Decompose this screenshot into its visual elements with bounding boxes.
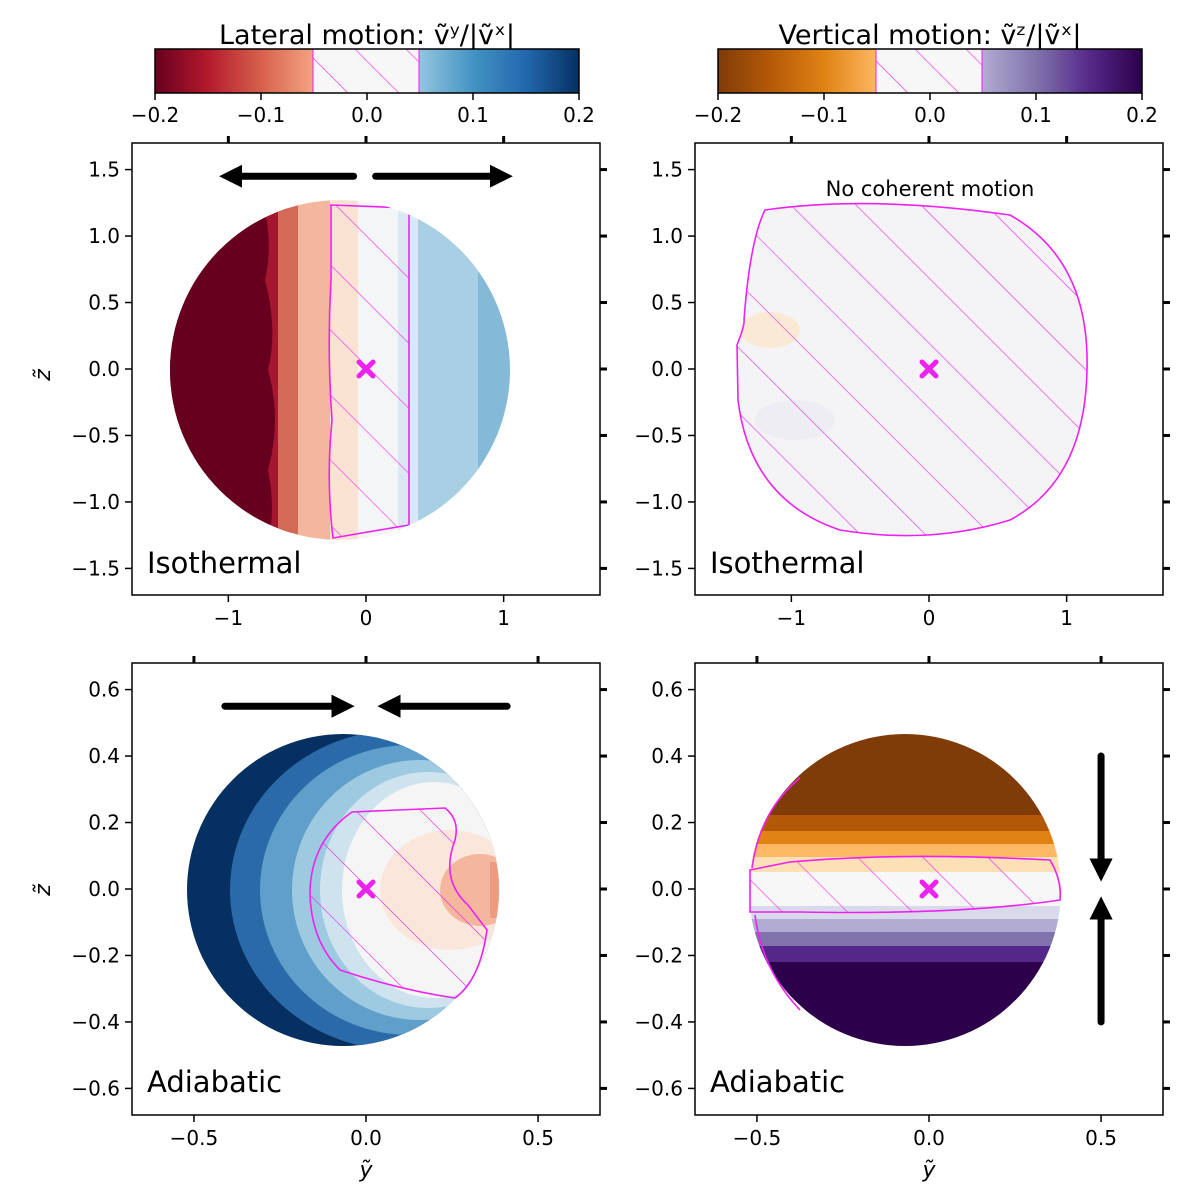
x-tick-label: 0.5 — [1085, 1126, 1117, 1150]
y-tick-label: −0.5 — [634, 423, 683, 447]
x-tick-label: 1 — [497, 606, 510, 630]
x-tick-label: 1 — [1060, 606, 1073, 630]
colorbar-vertical-tick-label: 0.2 — [1126, 103, 1158, 127]
y-axis-label: z̃ — [31, 884, 56, 897]
colorbar-vertical-tick-label: −0.2 — [694, 103, 743, 127]
colorbar-lateral-title: Lateral motion: ṽʸ/|ṽˣ| — [219, 20, 515, 51]
y-tick-label: −0.4 — [634, 1010, 683, 1034]
x-tick-label: −0.5 — [170, 1126, 219, 1150]
panel-label: Isothermal — [147, 546, 302, 580]
panel-label: Isothermal — [710, 546, 865, 580]
colorbar-vertical-title: Vertical motion: ṽᶻ/|ṽˣ| — [779, 20, 1082, 51]
y-tick-label: −0.2 — [71, 943, 120, 967]
origin-marker — [919, 879, 939, 899]
y-tick-label: 0.4 — [651, 744, 683, 768]
y-tick-label: 0.6 — [651, 678, 683, 702]
y-tick-label: −0.6 — [634, 1076, 683, 1100]
y-tick-label: 0.4 — [88, 744, 120, 768]
colorbar-lateral-tick-label: 0.0 — [351, 103, 383, 127]
x-tick-label: 0 — [923, 606, 936, 630]
panel-isothermal-lateral: −1 0 11.51.00.50.0−0.5−1.0−1.5 Isothermal … — [31, 136, 607, 630]
origin-marker — [356, 879, 376, 899]
y-tick-label: 0.0 — [651, 877, 683, 901]
hatched-edge — [754, 914, 801, 1011]
panel-note: No coherent motion — [826, 177, 1035, 201]
y-tick-label: 1.5 — [88, 158, 120, 182]
y-tick-label: −1.5 — [71, 556, 120, 580]
colorbar-lateral: Lateral motion: ṽʸ/|ṽˣ| −0.2 −0.1 0.0 0.… — [131, 20, 595, 127]
x-tick-label: 0 — [360, 606, 373, 630]
colorbar-vertical-tick-label: 0.1 — [1020, 103, 1052, 127]
y-tick-label: −0.5 — [71, 423, 120, 447]
colorbar-vertical: Vertical motion: ṽᶻ/|ṽˣ| −0.2 −0.1 0.0 0… — [694, 20, 1158, 127]
panel-label: Adiabatic — [147, 1065, 282, 1099]
x-tick-label: 0.0 — [913, 1126, 945, 1150]
y-tick-label: 0.5 — [651, 291, 683, 315]
y-tick-label: 0.0 — [88, 877, 120, 901]
y-tick-label: 0.6 — [88, 678, 120, 702]
y-tick-label: 1.0 — [651, 224, 683, 248]
y-tick-label: 0.2 — [88, 811, 120, 835]
hatched-region — [749, 855, 1062, 914]
x-tick-label: −0.5 — [733, 1126, 782, 1150]
y-tick-label: 1.5 — [651, 158, 683, 182]
colorbar-lateral-tick-label: 0.2 — [563, 103, 595, 127]
colorbar-lateral-tick-label: −0.1 — [237, 103, 286, 127]
y-tick-label: 0.2 — [651, 811, 683, 835]
panel-isothermal-vertical: −1 0 1 1.5 1.0 0.5 0.0 −0.5 −1.0 −1.5 No coherent… — [634, 136, 1170, 630]
y-tick-label: −0.4 — [71, 1010, 120, 1034]
hatched-region — [736, 202, 1088, 537]
colorbar-vertical-tick-label: −0.1 — [800, 103, 849, 127]
y-tick-label: −1.0 — [71, 490, 120, 514]
y-tick-label: 1.0 — [88, 224, 120, 248]
panel-adiabatic-lateral: −0.5 0.0 0.5 0.6 0.4 0.2 0.0 −0.2 −0.4 −0.6 Adiab… — [31, 656, 607, 1183]
colorbar-vertical-hatch — [875, 48, 983, 94]
y-tick-label: 0.0 — [651, 357, 683, 381]
y-axis-label: z̃ — [31, 369, 56, 382]
x-tick-label: −1 — [777, 606, 806, 630]
colorbar-lateral-ticks — [154, 93, 580, 100]
panel-adiabatic-vertical: −0.5 0.0 0.5 0.6 0.4 0.2 0.0 −0.2 −0.4 −0.6 Adiab… — [634, 656, 1170, 1183]
panel-label: Adiabatic — [710, 1065, 845, 1099]
y-tick-label: −1.0 — [634, 490, 683, 514]
colorbar-lateral-tick-label: 0.1 — [457, 103, 489, 127]
y-tick-label: −0.6 — [71, 1076, 120, 1100]
colorbar-lateral-tick-label: −0.2 — [131, 103, 180, 127]
x-tick-label: 0.5 — [522, 1126, 554, 1150]
colorbar-vertical-ticks — [717, 93, 1143, 100]
x-tick-label: −1 — [214, 606, 243, 630]
hatched-edge — [751, 777, 801, 869]
y-tick-label: −1.5 — [634, 556, 683, 580]
origin-marker — [356, 359, 376, 379]
x-axis-label: ỹ — [921, 1158, 936, 1183]
colorbar-vertical-tick-label: 0.0 — [914, 103, 946, 127]
colorbar-lateral-hatch — [312, 48, 420, 94]
y-tick-label: 0.5 — [88, 291, 120, 315]
y-tick-label: 0.0 — [88, 357, 120, 381]
origin-marker — [919, 359, 939, 379]
x-tick-label: 0.0 — [350, 1126, 382, 1150]
y-tick-label: −0.2 — [634, 943, 683, 967]
x-axis-label: ỹ — [358, 1158, 373, 1183]
hatched-region — [309, 807, 488, 999]
